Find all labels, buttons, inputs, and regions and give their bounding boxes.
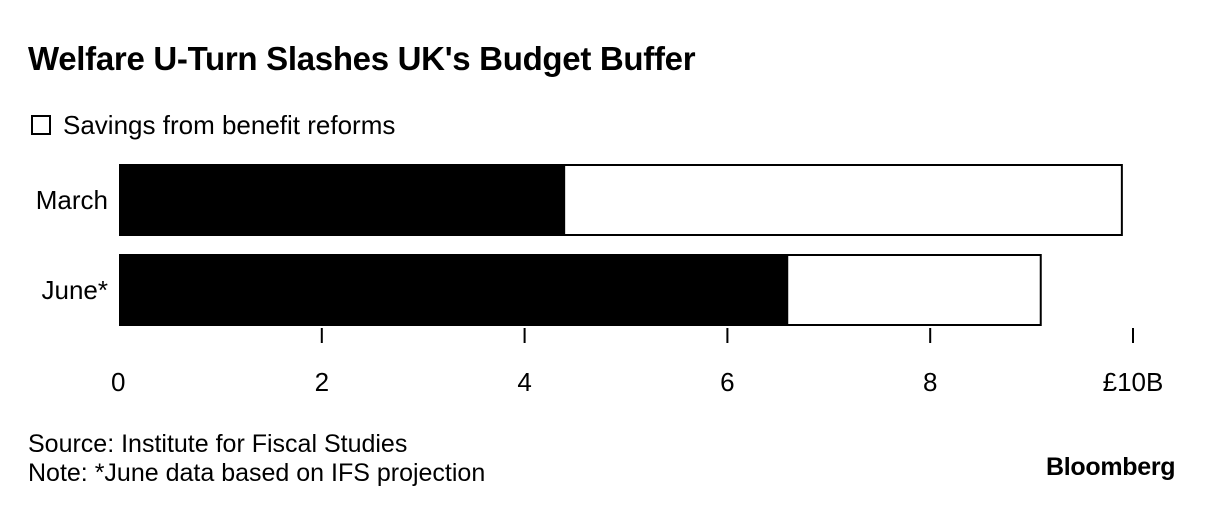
x-tick-label-8: 8 (923, 367, 937, 397)
chart-title: Welfare U-Turn Slashes UK's Budget Buffe… (28, 40, 696, 77)
x-tick-label-0: 0 (111, 367, 125, 397)
bar-savings-march (119, 164, 566, 236)
legend-label: Savings from benefit reforms (63, 109, 396, 140)
x-tick-label-10: £10B (1103, 367, 1164, 397)
legend-swatch-outline (31, 115, 51, 135)
footnote: Note: *June data based on IFS projection (28, 459, 486, 487)
x-tick-label-6: 6 (720, 367, 734, 397)
bar-savings-june (119, 254, 789, 326)
category-label-march: March (36, 185, 108, 215)
bar-chart: March June* 0 2 4 6 8 £10B (36, 164, 1164, 397)
bloomberg-logo: Bloomberg (1046, 453, 1176, 481)
x-tick-label-4: 4 (517, 367, 531, 397)
category-label-june: June* (42, 275, 109, 305)
source-note: Source: Institute for Fiscal Studies (28, 430, 408, 458)
legend: Savings from benefit reforms (31, 109, 395, 141)
x-tick-label-2: 2 (315, 367, 329, 397)
